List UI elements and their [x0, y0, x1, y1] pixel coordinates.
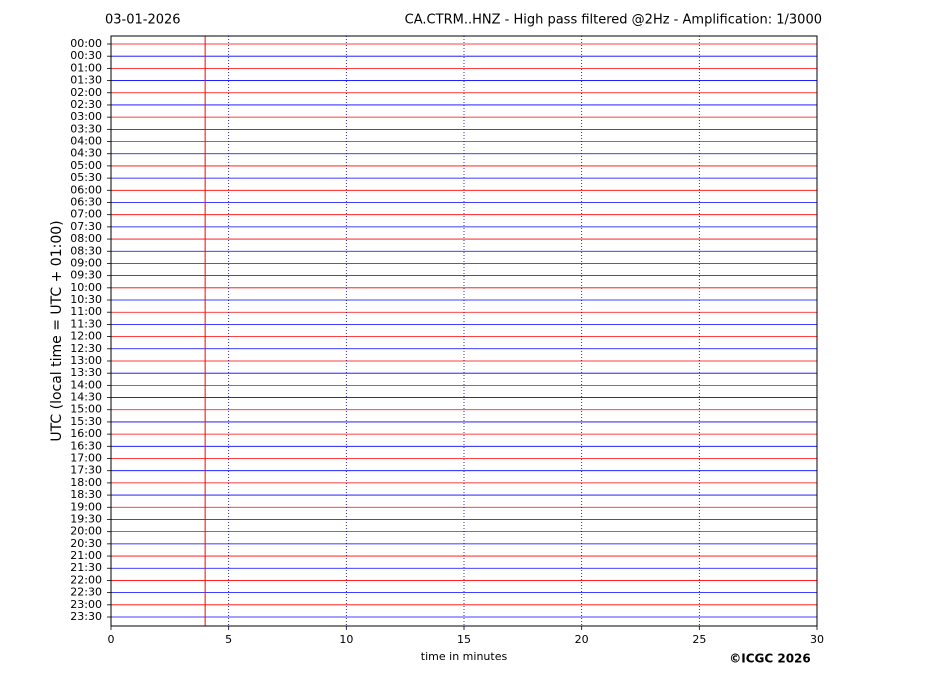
copyright: ©ICGC 2026	[729, 652, 811, 666]
y-tick-label: 09:30	[70, 269, 102, 282]
y-tick-label: 03:30	[70, 122, 102, 135]
y-tick-label: 16:30	[70, 439, 102, 452]
y-tick-label: 08:30	[70, 244, 102, 257]
y-tick-label: 12:30	[70, 342, 102, 355]
y-tick-label: 17:00	[70, 452, 102, 465]
y-tick-label: 07:30	[70, 220, 102, 233]
y-tick-label: 06:00	[70, 183, 102, 196]
y-tick-label: 15:00	[70, 403, 102, 416]
y-tick-label: 23:00	[70, 598, 102, 611]
y-tick-label: 04:00	[70, 135, 102, 148]
x-tick-label: 30	[810, 633, 824, 646]
y-tick-label: 15:30	[70, 415, 102, 428]
y-tick-label: 01:00	[70, 61, 102, 74]
y-tick-label: 05:30	[70, 171, 102, 184]
y-tick-label: 22:30	[70, 586, 102, 599]
x-tick-label: 20	[575, 633, 589, 646]
y-tick-label: 20:00	[70, 525, 102, 538]
y-axis-label: UTC (local time = UTC + 01:00)	[49, 220, 65, 441]
y-tick-label: 01:30	[70, 74, 102, 87]
x-tick-label: 15	[457, 633, 471, 646]
y-tick-label: 18:00	[70, 476, 102, 489]
y-tick-label: 20:30	[70, 537, 102, 550]
chart-title: CA.CTRM..HNZ - High pass filtered @2Hz -…	[405, 13, 822, 28]
y-tick-label: 12:00	[70, 330, 102, 343]
y-tick-label: 19:30	[70, 512, 102, 525]
y-tick-label: 13:00	[70, 354, 102, 367]
y-tick-label: 11:30	[70, 317, 102, 330]
y-tick-label: 21:00	[70, 549, 102, 562]
y-tick-label: 11:00	[70, 305, 102, 318]
chart-date: 03-01-2026	[105, 13, 181, 28]
x-axis-label: time in minutes	[421, 650, 508, 663]
y-tick-label: 14:00	[70, 378, 102, 391]
y-tick-label: 04:30	[70, 147, 102, 160]
y-tick-label: 17:30	[70, 464, 102, 477]
y-tick-label: 13:30	[70, 366, 102, 379]
y-tick-label: 22:00	[70, 573, 102, 586]
plot-frame	[110, 35, 818, 627]
y-tick-label: 19:00	[70, 500, 102, 513]
x-tick-label: 5	[225, 633, 232, 646]
y-tick-label: 23:30	[70, 610, 102, 623]
x-tick-label: 25	[692, 633, 706, 646]
y-tick-label: 05:00	[70, 159, 102, 172]
y-tick-label: 10:30	[70, 293, 102, 306]
y-tick-label: 00:30	[70, 49, 102, 62]
y-tick-label: 09:00	[70, 256, 102, 269]
y-tick-label: 02:00	[70, 86, 102, 99]
y-tick-label: 00:00	[70, 37, 102, 50]
x-tick-label: 0	[108, 633, 115, 646]
y-tick-label: 18:30	[70, 488, 102, 501]
y-tick-label: 07:00	[70, 208, 102, 221]
y-tick-label: 21:30	[70, 561, 102, 574]
y-tick-label: 08:00	[70, 232, 102, 245]
y-tick-label: 10:00	[70, 281, 102, 294]
x-tick-label: 10	[339, 633, 353, 646]
y-tick-label: 16:00	[70, 427, 102, 440]
y-tick-label: 02:30	[70, 98, 102, 111]
y-tick-label: 14:30	[70, 391, 102, 404]
y-tick-label: 03:00	[70, 110, 102, 123]
y-tick-label: 06:30	[70, 195, 102, 208]
